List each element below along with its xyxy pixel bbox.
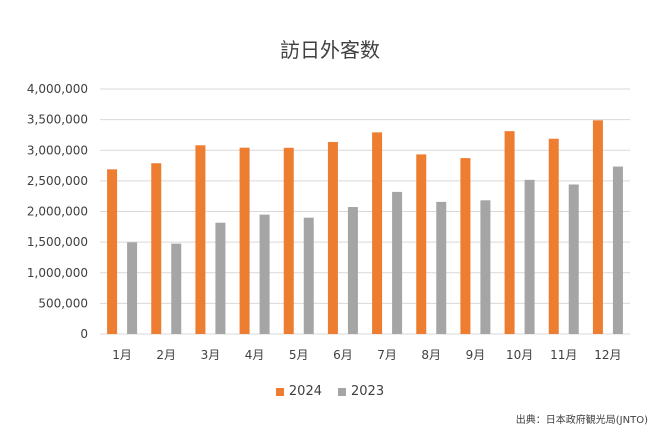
bar-2024 <box>504 131 515 334</box>
bar-2024 <box>416 154 427 334</box>
bar-2024 <box>283 147 294 334</box>
y-tick-label: 500,000 <box>38 296 88 310</box>
x-tick-label: 11月 <box>550 348 577 362</box>
bar-2023 <box>215 222 226 334</box>
y-tick-label: 0 <box>80 327 88 341</box>
bar-2023 <box>436 201 447 334</box>
chart-title: 訪日外客数 <box>280 38 380 62</box>
x-tick-label: 12月 <box>594 348 621 362</box>
y-tick-label: 4,000,000 <box>27 82 88 96</box>
x-tick-label: 8月 <box>421 348 441 362</box>
x-tick-label: 2月 <box>156 348 176 362</box>
bar-2024 <box>151 163 162 334</box>
x-tick-label: 9月 <box>466 348 486 362</box>
bar-2023 <box>127 242 138 334</box>
bar-2023 <box>480 200 491 334</box>
bar-2023 <box>259 214 270 334</box>
legend-label-2023: 2023 <box>351 384 385 399</box>
bar-2023 <box>524 179 535 334</box>
x-tick-label: 6月 <box>333 348 353 362</box>
x-tick-label: 3月 <box>201 348 221 362</box>
legend: 2024 2023 <box>0 384 660 399</box>
bar-2023 <box>568 184 579 334</box>
bar-2024 <box>548 138 559 334</box>
y-tick-label: 3,000,000 <box>27 143 88 157</box>
bar-2023 <box>392 191 403 334</box>
x-tick-label: 5月 <box>289 348 309 362</box>
y-tick-label: 3,500,000 <box>27 113 88 127</box>
bar-2024 <box>327 141 338 334</box>
legend-swatch-2024 <box>275 387 284 396</box>
legend-swatch-2023 <box>338 387 346 396</box>
bar-2024 <box>239 147 250 334</box>
bar-2024 <box>107 169 118 334</box>
x-tick-label: 10月 <box>506 348 533 362</box>
bar-2023 <box>171 243 182 334</box>
y-tick-label: 1,000,000 <box>27 266 88 280</box>
bar-2024 <box>372 132 383 334</box>
y-tick-label: 1,500,000 <box>27 235 88 249</box>
x-tick-label: 7月 <box>377 348 397 362</box>
bar-2024 <box>195 145 206 334</box>
x-tick-label: 1月 <box>112 348 132 362</box>
bar-2024 <box>592 120 603 334</box>
source-note: 出典：日本政府観光局(JNTO) <box>515 415 648 426</box>
x-tick-label: 4月 <box>245 348 265 362</box>
bar-2023 <box>303 217 314 334</box>
legend-item-2024: 2024 <box>275 384 322 399</box>
bar-2024 <box>460 158 471 334</box>
y-tick-label: 2,500,000 <box>27 174 88 188</box>
legend-item-2023: 2023 <box>338 384 384 399</box>
legend-label-2024: 2024 <box>288 384 322 399</box>
bar-2023 <box>347 207 358 334</box>
y-tick-label: 2,000,000 <box>27 205 88 219</box>
bar-2023 <box>612 166 623 334</box>
